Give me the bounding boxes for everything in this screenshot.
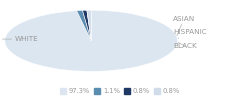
Wedge shape (5, 10, 178, 71)
Wedge shape (77, 10, 91, 41)
Legend: 97.3%, 1.1%, 0.8%, 0.8%: 97.3%, 1.1%, 0.8%, 0.8% (57, 85, 183, 97)
Text: HISPANIC: HISPANIC (173, 29, 207, 38)
Wedge shape (87, 10, 91, 41)
Wedge shape (83, 10, 91, 41)
Text: WHITE: WHITE (2, 36, 38, 42)
Text: ASIAN: ASIAN (173, 16, 195, 36)
Text: BLACK: BLACK (173, 43, 197, 49)
